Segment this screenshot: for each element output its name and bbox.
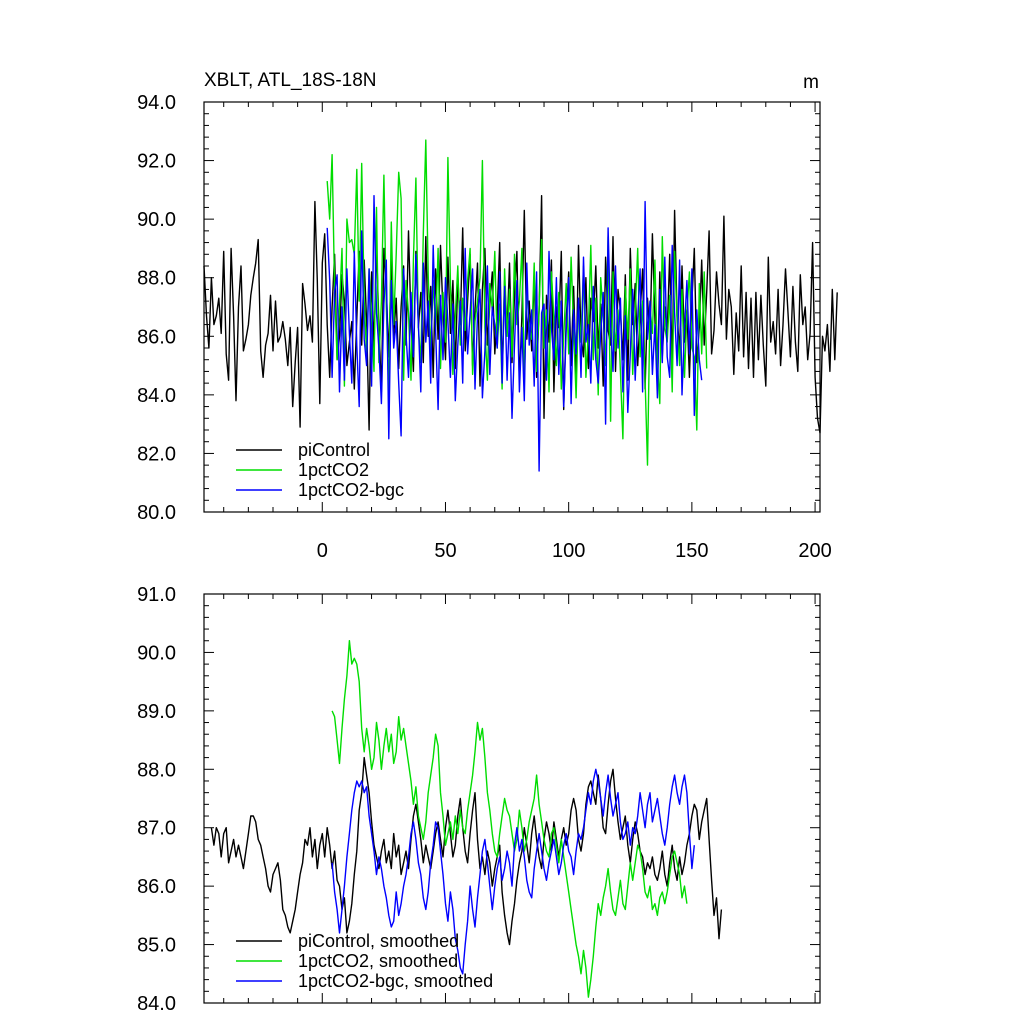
y-tick-label: 84.0 [137,385,176,407]
legend-label: 1pctCO2-bgc [298,480,404,500]
x-tick-label: 200 [798,540,831,562]
plot-frame [203,593,821,1004]
y-tick-label: 91.0 [137,584,176,606]
plot-area [203,139,838,472]
series-line-2 [331,768,695,975]
y-tick-label: 90.0 [137,642,176,664]
legend-label: 1pctCO2-bgc, smoothed [298,971,493,991]
y-tick-label: 85.0 [137,935,176,957]
series-line-1 [331,640,688,998]
units-label: m [803,72,819,93]
x-tick-label: 100 [552,540,585,562]
y-tick-label: 92.0 [137,151,176,173]
series-line-2 [326,194,703,472]
top-panel: 80.0 82.0 84.0 86.0 88.0 90.0 92.0 94.0 0 50 100 15… [137,92,838,562]
x-tick-label: 0 [317,540,328,562]
y-tick-label: 82.0 [137,443,176,465]
y-tick-label: 90.0 [137,209,176,231]
bottom-panel: 84.0 85.0 86.0 87.0 88.0 89.0 90.0 91.0 piContro… [137,584,821,1015]
plot-area [210,640,723,998]
y-tick-label: 89.0 [137,701,176,723]
y-tick-label: 86.0 [137,876,176,898]
legend-label: piControl [298,440,370,460]
legend-label: 1pctCO2 [298,460,369,480]
plot-frame [203,101,821,513]
y-tick-label: 80.0 [137,502,176,524]
x-tick-label: 150 [675,540,708,562]
chart-title: XBLT, ATL_18S-18N [204,70,377,91]
x-tick-label: 50 [434,540,456,562]
y-tick-label: 84.0 [137,993,176,1015]
legend-label: piControl, smoothed [298,931,459,951]
y-tick-label: 94.0 [137,92,176,114]
y-tick-label: 88.0 [137,268,176,290]
y-tick-label: 86.0 [137,326,176,348]
legend-label: 1pctCO2, smoothed [298,951,458,971]
y-tick-label: 87.0 [137,818,176,840]
y-tick-label: 88.0 [137,759,176,781]
